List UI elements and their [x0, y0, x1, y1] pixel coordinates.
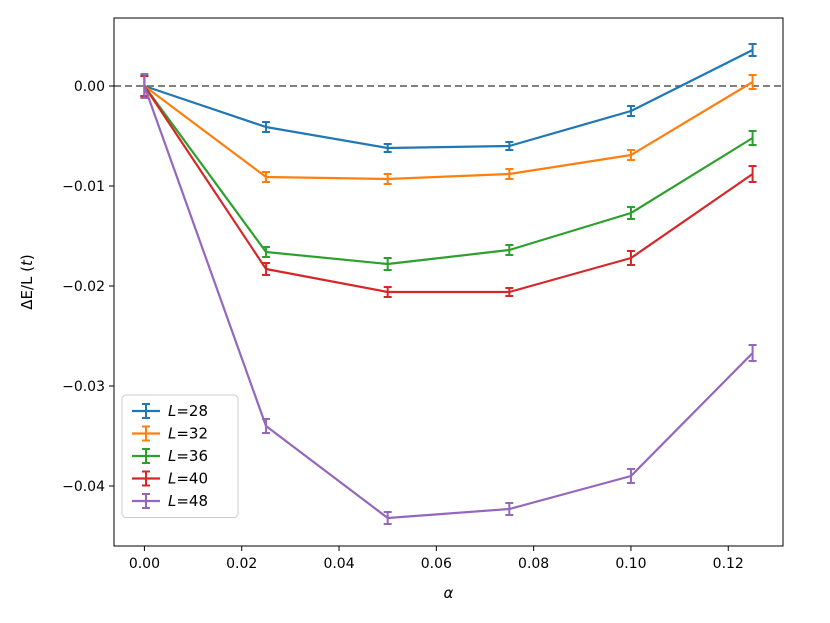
x-tick-label: 0.12: [713, 556, 744, 572]
legend-label: L=48: [168, 492, 208, 510]
x-tick-label: 0.10: [615, 556, 646, 572]
series-line-L-40: [143, 85, 754, 294]
legend-label-variable: L: [168, 470, 176, 488]
error-bar: [748, 74, 757, 90]
x-tick-label: 0.02: [226, 556, 257, 572]
y-axis-label-prefix: ΔE/L (: [18, 266, 36, 310]
error-bar: [626, 468, 635, 484]
legend-label-value: =36: [176, 447, 208, 465]
legend-label-value: =48: [176, 492, 208, 510]
plot-frame: [113, 17, 784, 547]
y-tick-label: −0.04: [62, 479, 105, 495]
legend-label-value: =32: [176, 425, 208, 443]
x-tick-label: 0.08: [518, 556, 549, 572]
legend-label-variable: L: [168, 492, 176, 510]
legend-label: L=28: [168, 402, 208, 420]
legend-label: L=32: [168, 425, 208, 443]
series-line-L-48: [143, 85, 754, 520]
y-axis-label-variable: t: [18, 259, 36, 266]
y-axis-label-suffix: ): [18, 254, 36, 260]
y-tick-label: 0.00: [74, 79, 105, 95]
error-bar: [505, 502, 514, 516]
error-bar: [505, 168, 514, 180]
series-L-40: [140, 75, 757, 298]
legend-entry: L=48: [132, 492, 208, 510]
legend-label: L=36: [168, 447, 208, 465]
y-axis: 0.00 −0.01 −0.02 −0.03 −0.04: [62, 79, 114, 495]
error-bar: [748, 165, 757, 183]
series-line-L-36: [143, 85, 754, 266]
error-bar: [748, 344, 757, 362]
legend-label-value: =28: [176, 402, 208, 420]
legend-entry: L=36: [132, 447, 208, 465]
legend-label-variable: L: [168, 447, 176, 465]
error-bar: [262, 246, 271, 258]
legend-box: [121, 394, 239, 518]
error-bar: [748, 43, 757, 57]
error-bar: [383, 286, 392, 298]
error-bar: [383, 143, 392, 153]
error-bar: [383, 257, 392, 271]
x-axis: 0.00 0.02 0.04 0.06 0.08 0.10 0.12: [129, 546, 744, 572]
error-bar: [626, 250, 635, 266]
error-bar: [748, 130, 757, 146]
error-bar: [626, 206, 635, 220]
error-bar: [140, 73, 149, 99]
error-bar: [383, 511, 392, 525]
y-tick-label: −0.03: [62, 379, 105, 395]
error-bar: [262, 262, 271, 276]
x-tick-label: 0.04: [323, 556, 354, 572]
legend-entry: L=28: [132, 402, 208, 420]
x-axis-label: α: [444, 584, 454, 602]
error-bar: [626, 149, 635, 161]
error-bar: [383, 173, 392, 185]
series-layer: [140, 43, 757, 525]
x-tick-label: 0.00: [129, 556, 160, 572]
legend-label: L=40: [168, 470, 208, 488]
y-axis-label: ΔE/L (t): [18, 254, 36, 310]
series-line-L-28: [144, 49, 754, 150]
error-bar: [262, 171, 271, 183]
series-line-L-32: [143, 81, 754, 181]
legend-label-variable: L: [168, 425, 176, 443]
error-bar: [505, 244, 514, 256]
error-bar: [262, 121, 271, 133]
y-tick-label: −0.01: [62, 179, 105, 195]
y-tick-label: −0.02: [62, 279, 105, 295]
error-bar: [262, 418, 271, 434]
legend-label-variable: L: [168, 402, 176, 420]
legend-entry: L=32: [132, 425, 208, 443]
error-bar: [505, 141, 514, 151]
legend: L=28L=32L=36L=40L=48: [121, 394, 239, 518]
x-tick-label: 0.06: [421, 556, 452, 572]
legend-label-value: =40: [176, 470, 208, 488]
series-L-48: [140, 73, 757, 525]
error-bar: [626, 105, 635, 117]
legend-entry: L=40: [132, 470, 208, 488]
error-bar: [505, 287, 514, 297]
